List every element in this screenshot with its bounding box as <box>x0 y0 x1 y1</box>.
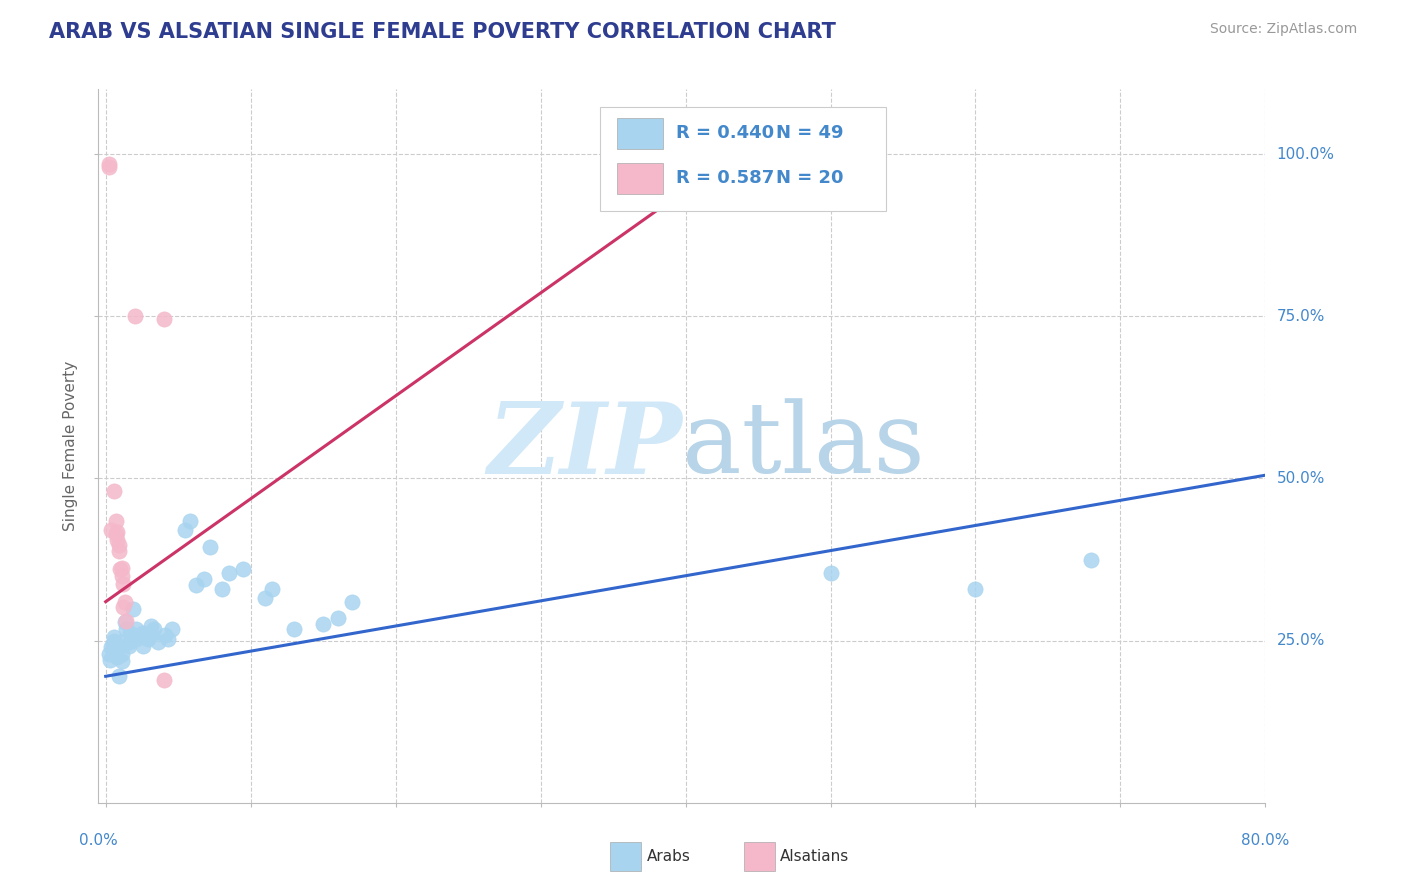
Text: 0.0%: 0.0% <box>79 833 118 848</box>
Point <box>103 631 125 645</box>
Point <box>125 632 148 647</box>
Point <box>139 619 162 633</box>
Point <box>965 582 987 596</box>
Point <box>104 514 127 528</box>
Text: R = 0.440: R = 0.440 <box>676 125 775 143</box>
Point <box>211 582 233 596</box>
Point <box>107 669 129 683</box>
Point <box>104 641 127 656</box>
Point <box>112 576 135 591</box>
Point <box>101 637 124 651</box>
Point <box>312 617 335 632</box>
Text: 50.0%: 50.0% <box>1277 471 1324 486</box>
Point <box>105 649 128 664</box>
Point <box>262 582 284 596</box>
Point <box>110 568 132 582</box>
Point <box>110 647 132 661</box>
Text: Arabs: Arabs <box>647 849 690 863</box>
Point <box>110 654 132 668</box>
Text: Alsatians: Alsatians <box>780 849 849 863</box>
Point <box>115 622 138 636</box>
Point <box>115 614 138 628</box>
Point <box>139 628 162 642</box>
Point <box>128 628 150 642</box>
Point <box>152 312 174 326</box>
Point <box>153 628 176 642</box>
Point <box>326 611 349 625</box>
Text: 25.0%: 25.0% <box>1277 633 1324 648</box>
Point <box>179 514 201 528</box>
Point <box>107 544 129 558</box>
Point <box>97 157 120 171</box>
Point <box>820 566 842 580</box>
Point <box>114 595 136 609</box>
Point <box>105 533 128 547</box>
Point <box>108 635 131 649</box>
Point <box>283 622 305 636</box>
Text: 75.0%: 75.0% <box>1277 309 1324 324</box>
Point <box>118 639 141 653</box>
Point <box>136 632 159 647</box>
Point <box>125 622 148 636</box>
Point <box>218 566 240 580</box>
Point <box>146 635 169 649</box>
Text: ZIP: ZIP <box>486 398 682 494</box>
Point <box>124 310 146 324</box>
Text: N = 20: N = 20 <box>776 169 844 187</box>
Point <box>174 524 197 538</box>
Point <box>142 622 165 636</box>
Point <box>254 591 277 606</box>
Point <box>100 524 122 538</box>
Text: 100.0%: 100.0% <box>1277 146 1334 161</box>
Point <box>232 562 254 576</box>
Point <box>103 484 125 499</box>
FancyBboxPatch shape <box>617 118 664 149</box>
Text: ARAB VS ALSATIAN SINGLE FEMALE POVERTY CORRELATION CHART: ARAB VS ALSATIAN SINGLE FEMALE POVERTY C… <box>49 22 837 42</box>
Point <box>120 635 142 649</box>
Point <box>110 561 132 575</box>
Point <box>112 599 135 614</box>
Point <box>156 632 179 647</box>
Point <box>193 572 215 586</box>
Point <box>100 640 122 654</box>
Point <box>105 524 128 539</box>
Point <box>120 625 142 640</box>
Point <box>97 647 120 661</box>
Point <box>97 160 120 174</box>
Point <box>107 639 129 653</box>
Text: Source: ZipAtlas.com: Source: ZipAtlas.com <box>1209 22 1357 37</box>
Point <box>103 633 125 648</box>
Point <box>340 595 363 609</box>
Point <box>132 639 155 653</box>
Point <box>1080 552 1102 566</box>
Point <box>104 526 127 541</box>
Text: N = 49: N = 49 <box>776 125 844 143</box>
Text: atlas: atlas <box>682 398 925 494</box>
Point <box>114 615 136 630</box>
FancyBboxPatch shape <box>600 107 886 211</box>
FancyBboxPatch shape <box>617 162 664 194</box>
Text: 80.0%: 80.0% <box>1241 833 1289 848</box>
Y-axis label: Single Female Poverty: Single Female Poverty <box>63 361 79 531</box>
Point <box>152 673 174 687</box>
Point <box>132 625 155 640</box>
Point <box>122 602 145 616</box>
Point <box>98 653 121 667</box>
Point <box>107 538 129 552</box>
Point <box>198 540 221 554</box>
Point <box>162 622 184 636</box>
Text: R = 0.587: R = 0.587 <box>676 169 775 187</box>
Point <box>108 562 131 576</box>
Point <box>184 578 207 592</box>
